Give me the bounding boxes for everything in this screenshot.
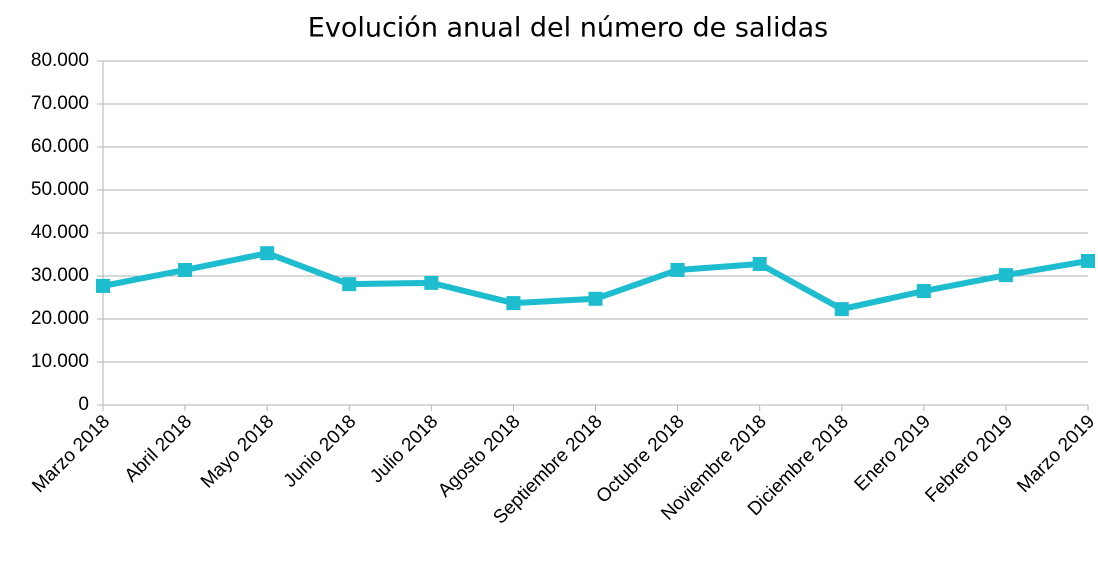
- data-point: [834, 302, 849, 317]
- x-tick-label: Marzo 2019: [1013, 411, 1098, 497]
- y-tick-label: 30.000: [31, 265, 89, 286]
- data-point: [752, 256, 767, 271]
- chart-title: Evolución anual del número de salidas: [308, 13, 828, 44]
- x-tick-label: Julio 2018: [366, 411, 442, 487]
- x-tick-label: Junio 2018: [280, 411, 361, 492]
- y-tick-label: 70.000: [31, 93, 89, 114]
- data-point: [998, 268, 1013, 283]
- y-tick-label: 80.000: [31, 50, 89, 71]
- x-tick-label: Enero 2019: [851, 411, 935, 495]
- y-tick-label: 60.000: [31, 136, 89, 157]
- data-point: [506, 296, 521, 311]
- y-tick-label: 40.000: [31, 222, 89, 243]
- data-point: [96, 278, 110, 293]
- y-tick-label: 20.000: [31, 308, 89, 329]
- data-point: [260, 246, 275, 261]
- x-tick-label: Marzo 2018: [28, 411, 114, 497]
- x-tick-label: Abril 2018: [121, 411, 196, 486]
- data-point: [424, 275, 439, 290]
- data-point: [1081, 253, 1095, 268]
- data-point: [588, 291, 603, 306]
- x-tick-label: Agosto 2018: [434, 411, 524, 501]
- y-tick-label: 50.000: [31, 179, 89, 200]
- data-point: [178, 262, 193, 277]
- x-tick-label: Mayo 2018: [197, 411, 278, 492]
- data-point: [670, 262, 685, 277]
- y-tick-label: 0: [78, 394, 89, 415]
- data-point: [916, 284, 931, 299]
- y-tick-label: 10.000: [31, 351, 89, 372]
- x-tick-label: Febrero 2019: [921, 411, 1017, 507]
- data-point: [342, 277, 357, 292]
